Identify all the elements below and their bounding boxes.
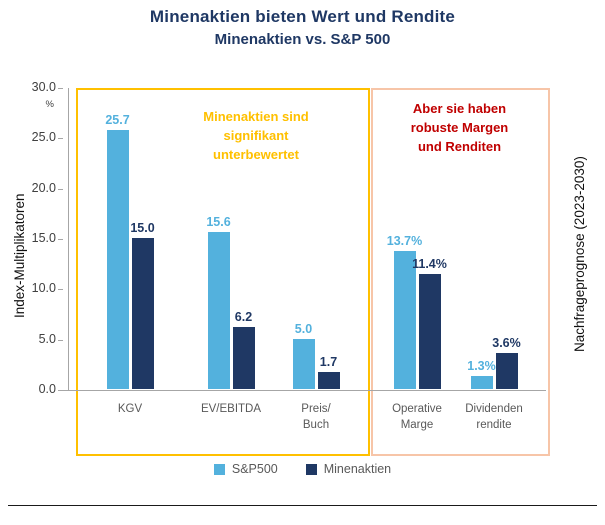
- legend-item-s-p500: S&P500: [213, 462, 278, 476]
- legend-swatch-icon: [305, 463, 317, 475]
- bar-value-label: 1.7: [319, 355, 338, 369]
- bar-value-label: 25.7: [105, 113, 130, 127]
- x-axis-line: [63, 390, 546, 391]
- bar-group-dividendenrendite: 1.3% 3.6%: [449, 336, 539, 389]
- divider-line: [8, 505, 597, 506]
- y-tick-mark: [58, 138, 63, 139]
- annotation-margins: Aber sie haben robuste Margen und Rendit…: [381, 100, 538, 157]
- legend-swatch-icon: [213, 463, 225, 475]
- y-tick-mark: [58, 189, 63, 190]
- y-axis-unit: %: [45, 99, 54, 110]
- plot-area: 25.7 15.0 15.6 6.2 5.0 1.7 13.7% 11.4% 1.3% 3.6%: [68, 88, 545, 390]
- bar-value-label: 15.0: [130, 221, 155, 235]
- annotation-undervalued: Minenaktien sind signifikant unterbewert…: [150, 108, 362, 165]
- chart-title: Minenaktien bieten Wert und Rendite: [149, 7, 456, 26]
- chart-subtitle: Minenaktien vs. S&P 500: [214, 31, 391, 48]
- annotation-line: Minenaktien sind: [203, 109, 309, 124]
- bar-value-label: 15.6: [206, 215, 231, 229]
- annotation-line: unterbewertet: [213, 146, 299, 162]
- category-label-preis-buch: Preis/Buch: [301, 403, 331, 431]
- bar-s-p500: 25.7: [105, 113, 130, 389]
- right-axis-title: Nachfrageprognose (2023-2030): [572, 156, 587, 352]
- y-tick-mark: [58, 340, 63, 341]
- y-axis-line: [68, 88, 69, 391]
- category-label-dividendenrendite: Dividenden rendite: [465, 403, 523, 431]
- bar-group-ev-ebitda: 15.6 6.2: [186, 215, 276, 389]
- legend: S&P500 Minenaktien: [0, 462, 605, 476]
- legend-label: S&P500: [231, 462, 278, 476]
- bar-value-label: 3.6%: [492, 336, 521, 350]
- y-tick-label: 25.0: [31, 130, 56, 145]
- bar-value-label: 6.2: [234, 310, 253, 324]
- bar-value-label: 1.3%: [467, 359, 496, 373]
- annotation-line: Aber sie haben: [412, 101, 507, 116]
- y-axis: 30.0 25.0 20.0 15.0 10.0 5.0 0.0%: [16, 80, 63, 396]
- bar-minenaktien: 1.7: [317, 355, 340, 389]
- y-tick-label: 30.0: [31, 80, 56, 94]
- y-tick-mark: [58, 239, 63, 240]
- y-tick-label: 20.0: [31, 180, 56, 195]
- legend-item-minenaktien: Minenaktien: [305, 462, 392, 476]
- bar-s-p500: 1.3%: [467, 359, 496, 389]
- bar-group-kgv: 25.7 15.0: [85, 113, 175, 389]
- annotation-line: robuste Margen: [410, 119, 509, 135]
- bar-minenaktien: 6.2: [232, 310, 255, 389]
- category-label-operative-marge: Operative Marge: [392, 403, 442, 431]
- bar-s-p500: 15.6: [206, 215, 231, 389]
- bar-value-label: 5.0: [294, 322, 313, 336]
- highlight-box-undervalued: [76, 88, 370, 456]
- bar-value-label: 13.7%: [386, 234, 423, 248]
- category-label-ev-ebitda: EV/EBITDA: [200, 403, 262, 415]
- bar-value-label: 11.4%: [412, 257, 447, 271]
- y-tick-mark: [58, 88, 63, 89]
- bar-minenaktien: 3.6%: [492, 336, 521, 389]
- y-tick-label: 0.0: [38, 382, 56, 396]
- highlight-box-margins: [371, 88, 550, 456]
- annotation-line: und Renditen: [417, 138, 502, 154]
- y-tick-label: 5.0: [38, 331, 56, 346]
- bar-group-preis-buch: 5.0 1.7: [271, 322, 361, 389]
- y-tick-label: 10.0: [31, 281, 56, 296]
- y-tick-label: 15.0: [31, 231, 56, 245]
- bar-group-operative-marge: 13.7% 11.4%: [372, 234, 462, 389]
- y-tick-mark: [58, 390, 63, 391]
- annotation-line: signifikant: [223, 127, 289, 143]
- bar-minenaktien: 15.0: [130, 221, 155, 389]
- legend-label: Minenaktien: [323, 462, 392, 476]
- bar-minenaktien: 11.4%: [412, 257, 447, 389]
- y-tick-mark: [58, 289, 63, 290]
- bar-s-p500: 5.0: [292, 322, 315, 389]
- category-label-kgv: KGV: [117, 403, 143, 415]
- bar-s-p500: 13.7%: [387, 234, 422, 389]
